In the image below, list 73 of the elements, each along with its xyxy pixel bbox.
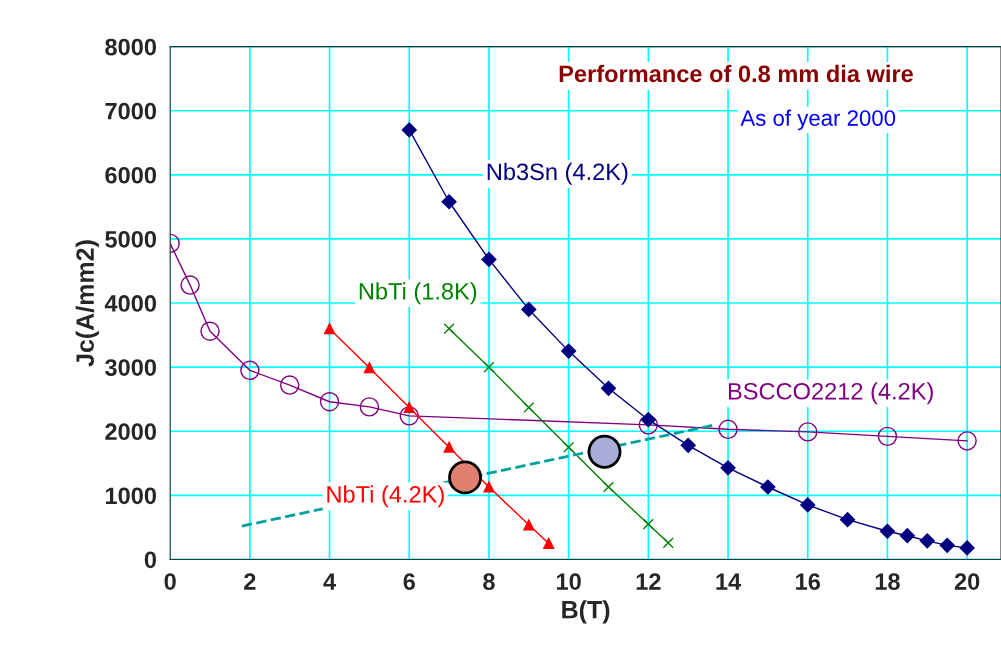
- x-tick-label: 8: [483, 573, 495, 590]
- point: [798, 422, 818, 442]
- point: [543, 537, 555, 549]
- point: [680, 437, 696, 453]
- point: [448, 460, 482, 495]
- x-tick-label: 10: [557, 573, 581, 590]
- point: [919, 533, 935, 549]
- point: [441, 194, 457, 210]
- point: [939, 537, 955, 553]
- point: [718, 419, 738, 440]
- point: [587, 434, 622, 469]
- point: [877, 426, 898, 447]
- point: [720, 460, 736, 476]
- point: [483, 361, 495, 373]
- x-axis-title: B(T): [562, 600, 610, 624]
- y-tick-label: 4000: [104, 295, 157, 312]
- y-tick-label: 8000: [105, 38, 157, 56]
- point: [324, 323, 336, 335]
- point: [403, 401, 415, 414]
- y-tick-label: 5000: [105, 231, 157, 248]
- y-tick-label: 6000: [105, 166, 157, 184]
- x-tick-label: 0: [164, 573, 176, 590]
- x-tick-label: 18: [875, 573, 900, 590]
- point: [363, 362, 375, 374]
- point: [481, 251, 497, 268]
- point: [760, 479, 776, 495]
- point: [200, 321, 220, 341]
- point: [240, 360, 260, 381]
- x-tick-label: 2: [244, 573, 256, 590]
- point: [662, 537, 674, 549]
- point: [319, 392, 340, 412]
- x-tick-label: 6: [403, 573, 415, 590]
- point: [957, 431, 977, 451]
- x-tick-label: 14: [716, 573, 742, 590]
- point: [401, 122, 417, 138]
- point: [840, 512, 856, 528]
- point: [359, 397, 380, 417]
- point: [279, 375, 300, 395]
- point: [180, 275, 200, 295]
- x-tick-label: 16: [796, 573, 821, 590]
- y-tick-label: 1000: [105, 487, 157, 505]
- point: [800, 497, 816, 513]
- point: [521, 301, 537, 318]
- point: [443, 323, 455, 335]
- text: Performance of 0.8 mm dia wire: [559, 64, 913, 83]
- point: [399, 406, 419, 426]
- point: [600, 380, 617, 396]
- y-axis-title: Jc(A/mm2): [75, 240, 99, 367]
- series-label: Nb3Sn (4.2K): [487, 162, 628, 185]
- point: [602, 481, 615, 493]
- point: [638, 415, 659, 435]
- x-tick-label: 4: [323, 573, 336, 590]
- point: [899, 528, 915, 544]
- series-label: BSCCO2212 (4.2K): [728, 382, 933, 405]
- y-tick-label: 0: [144, 551, 157, 569]
- series-label: NbTi (4.2K): [327, 485, 444, 508]
- point: [879, 523, 896, 539]
- point: [561, 343, 577, 359]
- point: [642, 518, 654, 530]
- text: As of year 2000: [740, 109, 896, 131]
- point: [523, 519, 535, 531]
- point: [563, 441, 575, 453]
- series-label: NbTi (1.8K): [359, 282, 477, 305]
- x-tick-label: 20: [954, 573, 980, 590]
- y-tick-label: 7000: [105, 102, 157, 120]
- point: [959, 540, 975, 556]
- point: [523, 401, 535, 414]
- point: [443, 441, 455, 453]
- x-tick-label: 12: [636, 573, 661, 590]
- point: [640, 412, 656, 428]
- y-tick-label: 2000: [105, 423, 157, 441]
- point: [483, 481, 495, 493]
- y-tick-label: 3000: [105, 359, 157, 376]
